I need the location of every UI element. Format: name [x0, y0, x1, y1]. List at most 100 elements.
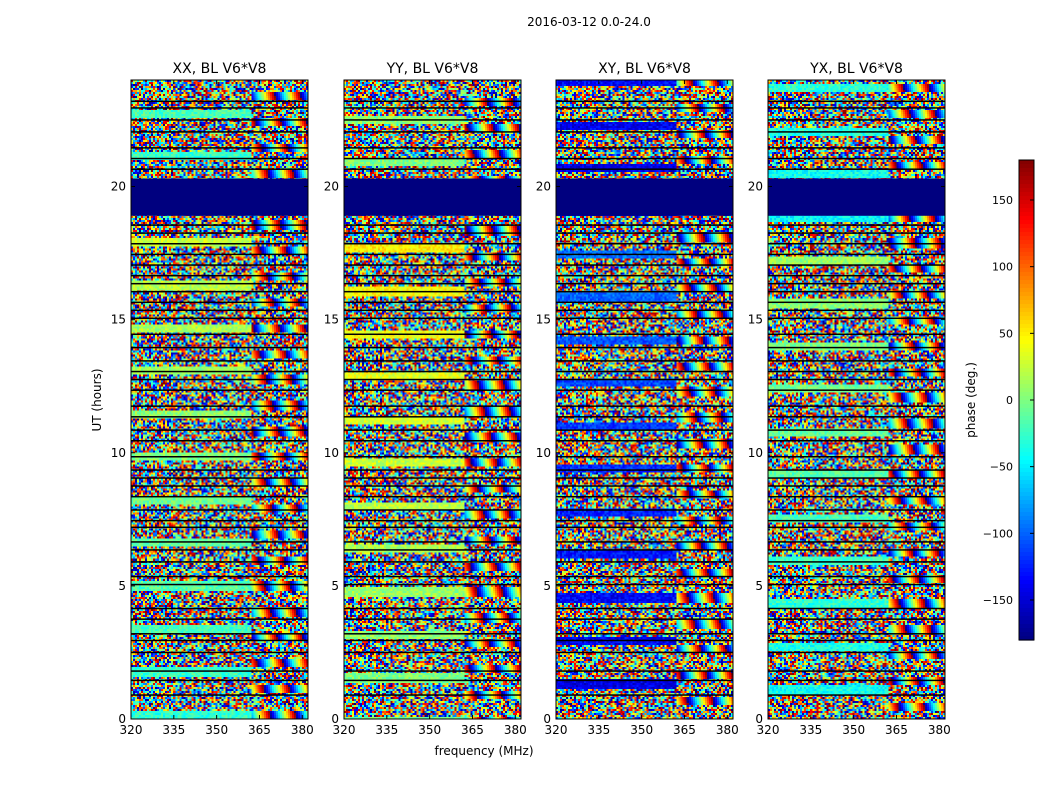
- gap-line: [131, 309, 308, 312]
- gap-line: [556, 633, 733, 635]
- gap-line: [344, 309, 521, 312]
- gap-line: [131, 242, 308, 245]
- gap-line: [131, 157, 308, 160]
- x-tick-label: 365: [248, 723, 271, 737]
- gap-line: [131, 477, 308, 479]
- gap-line: [344, 274, 521, 277]
- gap-line: [344, 147, 521, 149]
- flagged-band: [131, 178, 308, 216]
- gap-line: [768, 469, 945, 471]
- y-tick-label: 20: [748, 180, 763, 194]
- gap-line: [131, 509, 308, 511]
- colorbar-segment: [1019, 492, 1034, 497]
- x-tick-label: 380: [291, 723, 314, 737]
- colorbar-segment: [1019, 288, 1034, 293]
- gap-line: [131, 549, 308, 551]
- panel-title: YY, BL V6*V8: [386, 61, 479, 77]
- colorbar-tick-label: 50: [999, 327, 1013, 340]
- panel-title: XY, BL V6*V8: [598, 61, 691, 77]
- colorbar-segment: [1019, 620, 1034, 625]
- gap-line: [344, 301, 521, 304]
- x-tick-label: 350: [630, 723, 653, 737]
- gap-line: [556, 301, 733, 304]
- gap-line: [556, 509, 733, 511]
- gap-line: [344, 607, 521, 610]
- panel-1: YY, BL V6*V8 320 335 350 365 380 0 5 10 15 20: [324, 61, 527, 737]
- gap-line: [768, 694, 945, 696]
- colorbar-segment: [1019, 448, 1034, 453]
- gap-line: [768, 290, 945, 293]
- gap-line: [556, 389, 733, 391]
- gap-line: [131, 485, 308, 487]
- gap-line: [556, 440, 733, 442]
- gap-line: [556, 416, 733, 418]
- gap-line: [768, 541, 945, 543]
- colorbar-segment: [1019, 232, 1034, 237]
- colorbar-segment: [1019, 452, 1034, 457]
- gap-line: [344, 389, 521, 391]
- gap-line: [131, 119, 308, 121]
- y-tick-label: 15: [324, 313, 339, 327]
- colorbar-segment: [1019, 200, 1034, 205]
- gap-line: [768, 455, 945, 458]
- colorbar-segment: [1019, 600, 1034, 605]
- colorbar-segment: [1019, 564, 1034, 569]
- gap-line: [131, 264, 308, 266]
- colorbar-segment: [1019, 384, 1034, 389]
- panel-title: XX, BL V6*V8: [173, 61, 267, 77]
- colorbar-segment: [1019, 180, 1034, 185]
- colorbar-segment: [1019, 248, 1034, 253]
- heatmap-image: [556, 80, 733, 719]
- colorbar-segment: [1019, 524, 1034, 529]
- colorbar-tick-label: −100: [983, 527, 1013, 540]
- gap-line: [131, 378, 308, 381]
- gap-line: [131, 389, 308, 391]
- colorbar-segment: [1019, 532, 1034, 537]
- gap-line: [131, 561, 308, 563]
- colorbar-segment: [1019, 468, 1034, 473]
- gap-line: [768, 440, 945, 442]
- gap-line: [131, 651, 308, 654]
- x-tick-label: 335: [375, 723, 398, 737]
- gap-line: [556, 309, 733, 312]
- y-tick-label: 5: [331, 579, 339, 593]
- gap-line: [344, 583, 521, 586]
- gap-line: [556, 618, 733, 620]
- gap-line: [556, 100, 733, 103]
- gap-line: [768, 282, 945, 285]
- gap-line: [768, 107, 945, 109]
- gap-line: [344, 633, 521, 635]
- gap-line: [344, 651, 521, 654]
- colorbar-segment: [1019, 328, 1034, 333]
- gap-line: [768, 416, 945, 418]
- colorbar-segment: [1019, 508, 1034, 513]
- gap-line: [556, 131, 733, 133]
- colorbar-segment: [1019, 292, 1034, 297]
- panel-frame: [555, 79, 734, 720]
- y-axis-label: UT (hours): [90, 368, 104, 431]
- y-tick-label: 15: [111, 313, 126, 327]
- colorbar-segment: [1019, 432, 1034, 437]
- colorbar-segment: [1019, 444, 1034, 449]
- gap-line: [344, 360, 521, 362]
- gap-line: [344, 429, 521, 431]
- colorbar-segment: [1019, 400, 1034, 405]
- gap-line: [131, 274, 308, 277]
- gap-line: [131, 370, 308, 373]
- colorbar-segment: [1019, 416, 1034, 421]
- gap-line: [344, 440, 521, 442]
- gap-line: [344, 370, 521, 373]
- colorbar-segment: [1019, 356, 1034, 361]
- colorbar-segment: [1019, 512, 1034, 517]
- gap-line: [344, 416, 521, 418]
- gap-line: [131, 360, 308, 362]
- colorbar-segment: [1019, 280, 1034, 285]
- colorbar-segment: [1019, 268, 1034, 273]
- x-tick-label: 350: [842, 723, 865, 737]
- x-tick-label: 320: [333, 723, 356, 737]
- colorbar-segment: [1019, 276, 1034, 281]
- gap-line: [344, 670, 521, 672]
- x-tick-label: 380: [504, 723, 527, 737]
- gap-line: [768, 147, 945, 149]
- colorbar-segment: [1019, 204, 1034, 209]
